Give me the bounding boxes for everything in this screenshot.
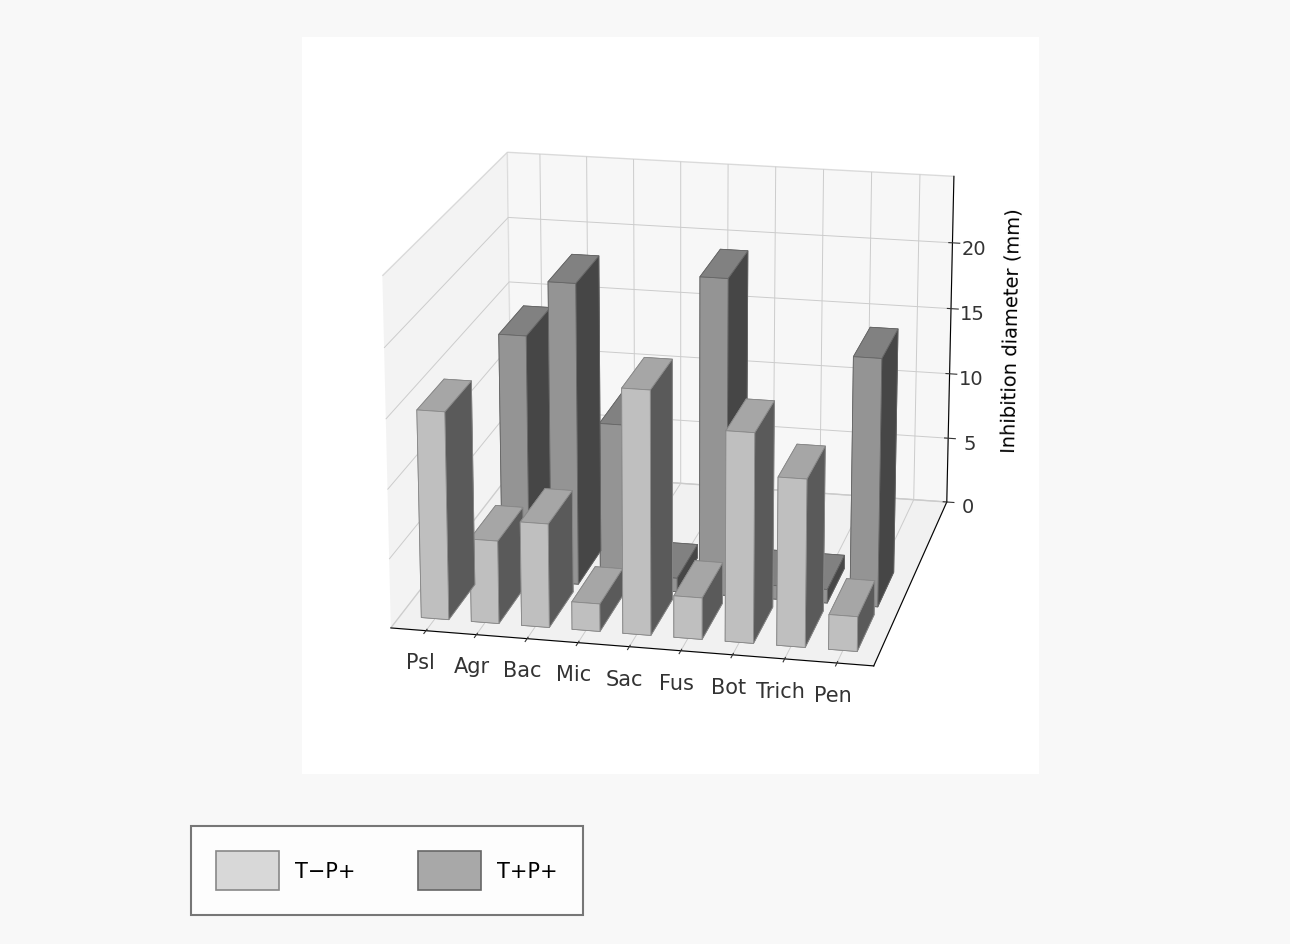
Legend: T−P+, T+P+: T−P+, T+P+ [191,826,583,915]
